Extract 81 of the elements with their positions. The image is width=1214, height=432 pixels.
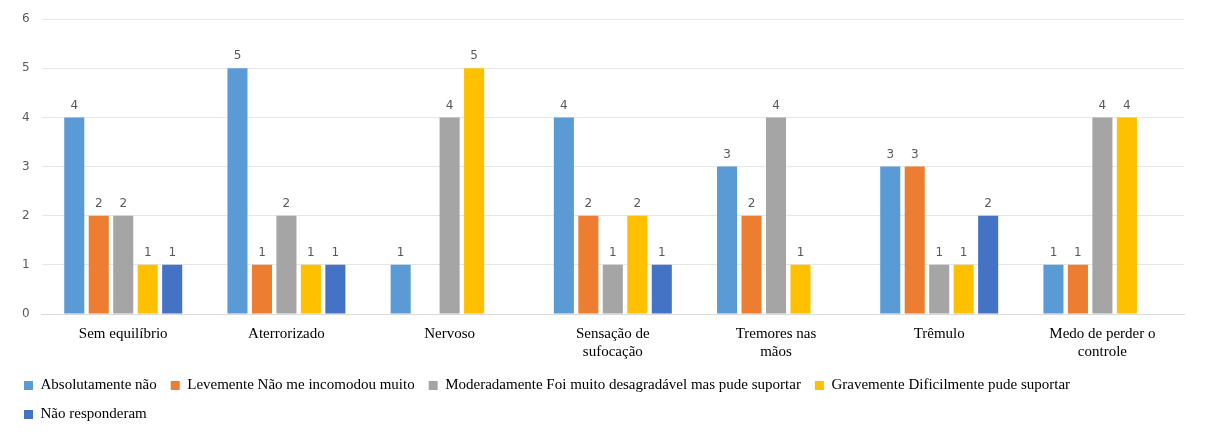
data-label: 2 (633, 195, 642, 210)
data-label: 1 (143, 244, 152, 259)
data-label: 1 (168, 244, 177, 259)
bar (717, 166, 738, 314)
data-label: 2 (747, 195, 756, 210)
bar (790, 264, 811, 314)
legend-label: Levemente Não me incomodou muito (187, 376, 415, 393)
bar (137, 264, 158, 314)
y-tick-label: 5 (21, 60, 30, 75)
y-tick-label: 1 (21, 256, 30, 271)
bar (162, 264, 183, 314)
data-label: 4 (772, 97, 780, 112)
data-label: 1 (1074, 244, 1082, 259)
bar (251, 264, 272, 314)
data-label: 1 (935, 244, 944, 259)
bar (651, 264, 672, 314)
bar (1043, 264, 1064, 314)
data-label: 4 (1098, 97, 1107, 112)
data-label: 1 (609, 244, 617, 259)
bar (578, 215, 599, 314)
bar (300, 264, 321, 314)
bar (1092, 117, 1113, 314)
data-label: 5 (233, 48, 242, 63)
bar (227, 68, 248, 314)
data-label: 1 (396, 244, 405, 259)
data-label: 1 (331, 244, 340, 259)
legend-label: Não responderam (40, 405, 148, 422)
legend-label: Gravemente Dificilmente pude suportar (831, 376, 1071, 393)
data-label: 1 (1049, 244, 1058, 259)
x-tick-label: Nervoso (424, 324, 476, 341)
y-tick-label: 6 (21, 11, 30, 26)
bar (765, 117, 787, 314)
bar (978, 215, 999, 314)
x-tick-label: Trêmulo (913, 324, 965, 341)
legend-label: Moderadamente Foi muito desagradável mas pude suportar (445, 376, 801, 393)
bar (953, 264, 974, 314)
data-label: 5 (470, 48, 478, 63)
y-tick-label: 2 (21, 207, 30, 222)
data-label: 4 (560, 97, 568, 112)
bar (553, 117, 574, 314)
data-label: 3 (910, 146, 919, 161)
bar (464, 68, 485, 314)
data-label: 1 (657, 244, 666, 259)
bar (741, 215, 762, 314)
bar (113, 215, 134, 314)
data-label: 4 (70, 97, 79, 112)
bar (1067, 264, 1088, 314)
x-tick-label: Sensação de sufocação (575, 324, 651, 359)
data-label: 1 (258, 244, 266, 259)
bar (929, 264, 950, 314)
bar (880, 166, 901, 314)
bar (276, 215, 297, 314)
x-tick-label: Sem equilíbrio (78, 324, 168, 341)
bar (325, 264, 346, 314)
y-tick-label: 0 (21, 306, 30, 321)
data-label: 2 (984, 195, 992, 210)
y-tick-label: 3 (21, 158, 30, 173)
bar (390, 264, 411, 314)
data-label: 2 (119, 195, 128, 210)
data-label: 2 (94, 195, 103, 210)
bar (904, 166, 925, 314)
data-label: 1 (796, 244, 805, 259)
data-label: 1 (307, 244, 315, 259)
data-label: 2 (282, 195, 291, 210)
data-label: 4 (1123, 97, 1131, 112)
y-tick-label: 4 (21, 109, 30, 124)
x-tick-label: Aterrorizado (248, 324, 325, 341)
bar (627, 215, 648, 314)
data-label: 4 (445, 97, 454, 112)
data-label: 3 (723, 146, 731, 161)
bar (88, 215, 109, 314)
bar (602, 264, 623, 314)
legend-label: Absolutamente não (40, 376, 157, 393)
bar (439, 117, 460, 314)
bar (1116, 117, 1137, 314)
bar (64, 117, 85, 314)
data-label: 1 (959, 244, 968, 259)
x-tick-label: Tremores nas mãos (735, 324, 817, 359)
data-label: 3 (886, 146, 895, 161)
data-label: 2 (584, 195, 593, 210)
x-tick-label: Medo de perder o controle (1049, 324, 1156, 359)
